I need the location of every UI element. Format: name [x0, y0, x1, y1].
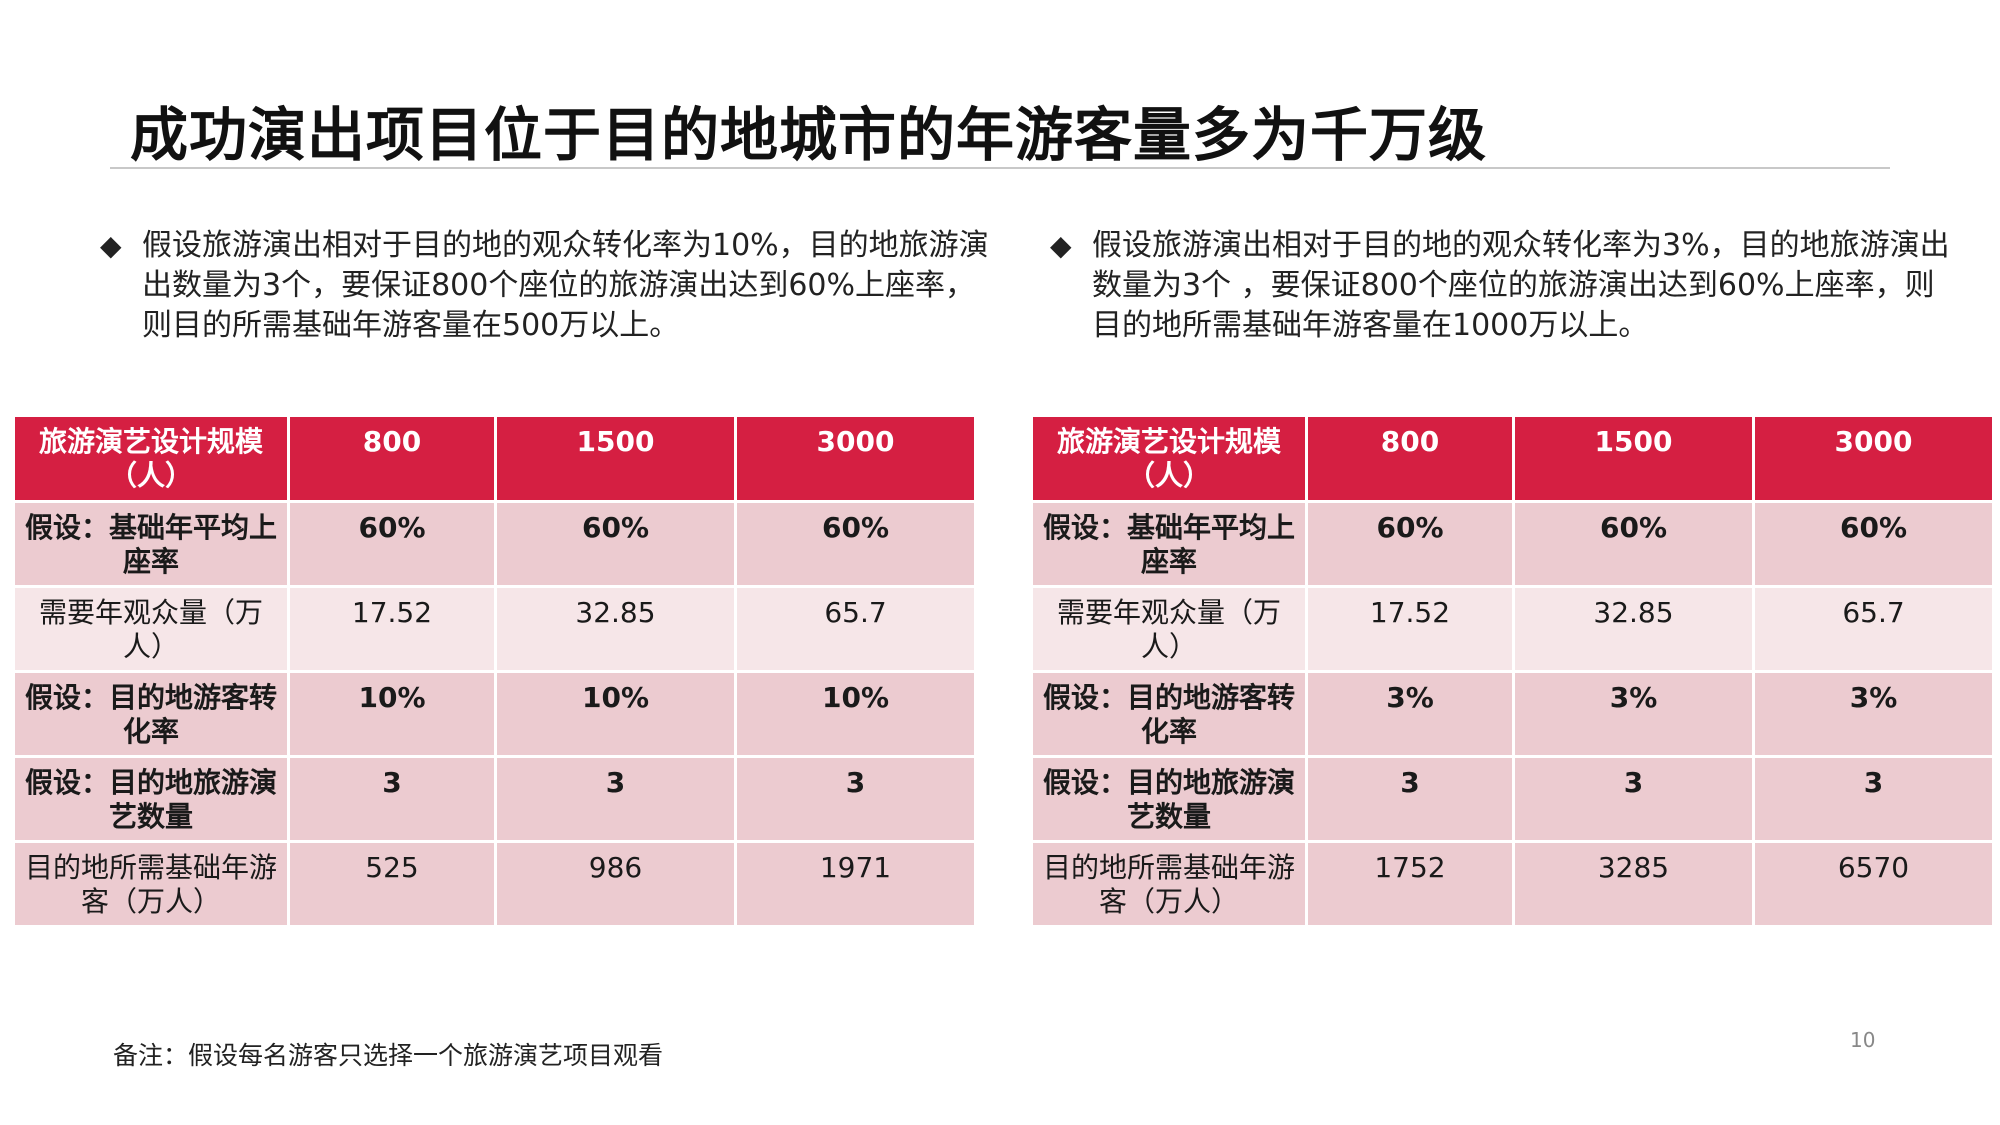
- left-scenario-table: 旅游演艺设计规模（人） 800 1500 3000 假设：基础年平均上座率 60…: [12, 414, 977, 928]
- header-cell-1500: 1500: [497, 417, 734, 500]
- page-number: 10: [1850, 1028, 1876, 1052]
- table-cell: 10%: [290, 673, 494, 755]
- header-cell-800: 800: [290, 417, 494, 500]
- row-label: 目的地所需基础年游客（万人）: [1033, 843, 1305, 925]
- table-cell: 3285: [1515, 843, 1752, 925]
- table-cell: 65.7: [737, 588, 974, 670]
- header-cell-scale: 旅游演艺设计规模（人）: [1033, 417, 1305, 500]
- table-row: 目的地所需基础年游客（万人） 1752 3285 6570: [1033, 843, 1992, 925]
- page-title: 成功演出项目位于目的地城市的年游客量多为千万级: [130, 101, 1488, 169]
- diamond-bullet-icon: ◆: [100, 229, 122, 262]
- table-row: 假设：目的地旅游演艺数量 3 3 3: [15, 758, 974, 840]
- row-label: 目的地所需基础年游客（万人）: [15, 843, 287, 925]
- left-bullet-text: 假设旅游演出相对于目的地的观众转化率为10%，目的地旅游演出数量为3个，要保证8…: [142, 228, 989, 343]
- row-label: 假设：目的地旅游演艺数量: [1033, 758, 1305, 840]
- table-cell: 1971: [737, 843, 974, 925]
- row-label: 假设：基础年平均上座率: [1033, 503, 1305, 585]
- table-row: 假设：目的地旅游演艺数量 3 3 3: [1033, 758, 1992, 840]
- table-cell: 3: [1515, 758, 1752, 840]
- table-cell: 1752: [1308, 843, 1512, 925]
- table-cell: 3%: [1515, 673, 1752, 755]
- header-cell-scale: 旅游演艺设计规模（人）: [15, 417, 287, 500]
- table-header-row: 旅游演艺设计规模（人） 800 1500 3000: [1033, 417, 1992, 500]
- table-cell: 3: [1308, 758, 1512, 840]
- table-row: 需要年观众量（万人） 17.52 32.85 65.7: [1033, 588, 1992, 670]
- row-label: 需要年观众量（万人）: [1033, 588, 1305, 670]
- row-label: 假设：基础年平均上座率: [15, 503, 287, 585]
- table-cell: 17.52: [1308, 588, 1512, 670]
- table-cell: 3%: [1755, 673, 1992, 755]
- table-row: 假设：目的地游客转化率 10% 10% 10%: [15, 673, 974, 755]
- table-cell: 525: [290, 843, 494, 925]
- right-scenario-table: 旅游演艺设计规模（人） 800 1500 3000 假设：基础年平均上座率 60…: [1030, 414, 1995, 928]
- row-label: 假设：目的地旅游演艺数量: [15, 758, 287, 840]
- table-cell: 10%: [737, 673, 974, 755]
- diamond-bullet-icon: ◆: [1050, 229, 1072, 262]
- row-label: 假设：目的地游客转化率: [1033, 673, 1305, 755]
- header-cell-800: 800: [1308, 417, 1512, 500]
- table-cell: 986: [497, 843, 734, 925]
- header-cell-3000: 3000: [737, 417, 974, 500]
- table-cell: 3%: [1308, 673, 1512, 755]
- table-cell: 3: [1755, 758, 1992, 840]
- table-cell: 32.85: [497, 588, 734, 670]
- table-cell: 60%: [290, 503, 494, 585]
- table-cell: 32.85: [1515, 588, 1752, 670]
- table-row: 假设：基础年平均上座率 60% 60% 60%: [15, 503, 974, 585]
- table-cell: 10%: [497, 673, 734, 755]
- header-cell-1500: 1500: [1515, 417, 1752, 500]
- table-cell: 3: [290, 758, 494, 840]
- table-cell: 60%: [1308, 503, 1512, 585]
- title-divider: [110, 167, 1890, 169]
- table-header-row: 旅游演艺设计规模（人） 800 1500 3000: [15, 417, 974, 500]
- table-cell: 60%: [1515, 503, 1752, 585]
- table-row: 需要年观众量（万人） 17.52 32.85 65.7: [15, 588, 974, 670]
- table-cell: 6570: [1755, 843, 1992, 925]
- table-row: 假设：目的地游客转化率 3% 3% 3%: [1033, 673, 1992, 755]
- row-label: 假设：目的地游客转化率: [15, 673, 287, 755]
- table-cell: 65.7: [1755, 588, 1992, 670]
- table-row: 目的地所需基础年游客（万人） 525 986 1971: [15, 843, 974, 925]
- table-cell: 60%: [497, 503, 734, 585]
- table-cell: 3: [497, 758, 734, 840]
- table-cell: 17.52: [290, 588, 494, 670]
- table-cell: 60%: [1755, 503, 1992, 585]
- row-label: 需要年观众量（万人）: [15, 588, 287, 670]
- table-cell: 3: [737, 758, 974, 840]
- header-cell-3000: 3000: [1755, 417, 1992, 500]
- table-cell: 60%: [737, 503, 974, 585]
- footnote: 备注：假设每名游客只选择一个旅游演艺项目观看: [113, 1041, 664, 1070]
- right-bullet-text: 假设旅游演出相对于目的地的观众转化率为3%，目的地旅游演出数量为3个 ，要保证8…: [1092, 228, 1950, 343]
- table-row: 假设：基础年平均上座率 60% 60% 60%: [1033, 503, 1992, 585]
